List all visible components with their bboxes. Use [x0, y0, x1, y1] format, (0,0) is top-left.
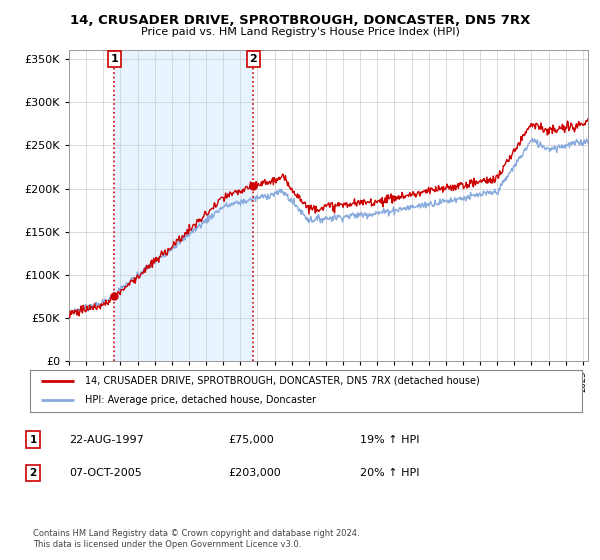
- Text: Price paid vs. HM Land Registry's House Price Index (HPI): Price paid vs. HM Land Registry's House …: [140, 27, 460, 37]
- Text: £75,000: £75,000: [228, 435, 274, 445]
- Text: 1: 1: [29, 435, 37, 445]
- Text: HPI: Average price, detached house, Doncaster: HPI: Average price, detached house, Donc…: [85, 395, 316, 405]
- Text: 2: 2: [250, 54, 257, 64]
- Text: 07-OCT-2005: 07-OCT-2005: [69, 468, 142, 478]
- Text: Contains HM Land Registry data © Crown copyright and database right 2024.
This d: Contains HM Land Registry data © Crown c…: [33, 529, 359, 549]
- Text: 22-AUG-1997: 22-AUG-1997: [69, 435, 144, 445]
- Text: 14, CRUSADER DRIVE, SPROTBROUGH, DONCASTER, DN5 7RX (detached house): 14, CRUSADER DRIVE, SPROTBROUGH, DONCAST…: [85, 376, 480, 386]
- Text: 2: 2: [29, 468, 37, 478]
- Text: £203,000: £203,000: [228, 468, 281, 478]
- Text: 20% ↑ HPI: 20% ↑ HPI: [360, 468, 419, 478]
- Text: 1: 1: [110, 54, 118, 64]
- Bar: [114, 50, 253, 361]
- Text: 19% ↑ HPI: 19% ↑ HPI: [360, 435, 419, 445]
- Text: 14, CRUSADER DRIVE, SPROTBROUGH, DONCASTER, DN5 7RX: 14, CRUSADER DRIVE, SPROTBROUGH, DONCAST…: [70, 14, 530, 27]
